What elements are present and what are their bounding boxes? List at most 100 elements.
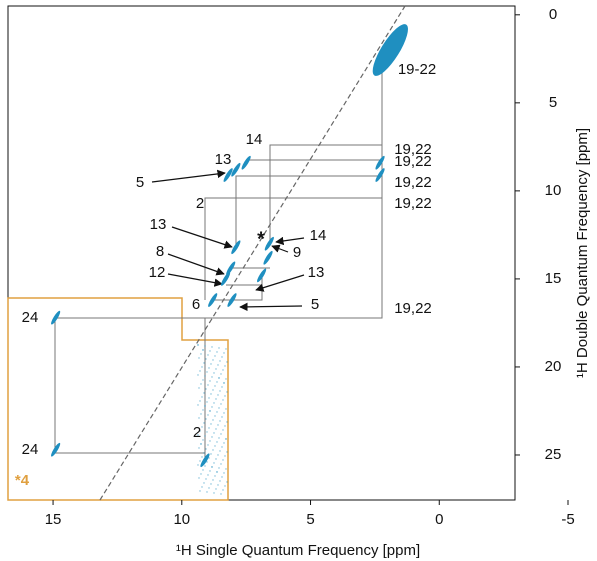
noise-dot (205, 418, 207, 420)
x-axis-label: ¹H Single Quantum Frequency [ppm] (176, 542, 420, 559)
noise-dot (197, 344, 199, 346)
noise-dot (214, 445, 216, 447)
noise-dot (218, 347, 220, 349)
noise-dot (200, 473, 202, 475)
noise-dot (218, 467, 220, 469)
plot-frame (7, 5, 516, 501)
diagonal (99, 5, 406, 501)
annotation: 19,22 (394, 141, 432, 158)
annotation: *4 (15, 472, 30, 489)
noise-dot (216, 441, 218, 443)
noise-dot (210, 363, 212, 365)
noise-dot (206, 371, 208, 373)
annotation: 13 (215, 151, 232, 168)
annotation: 14 (310, 227, 327, 244)
noise-dot (224, 395, 226, 397)
noise-dot (197, 434, 199, 436)
noise-dot (198, 357, 200, 359)
noise-dot (201, 396, 203, 398)
noise-dot (199, 460, 201, 462)
noise-dot (214, 415, 216, 417)
noise-dot (208, 487, 210, 489)
noise-dot (199, 400, 201, 402)
annotation: 6 (192, 296, 200, 313)
noise-dot (204, 345, 206, 347)
noise-dot (212, 359, 214, 361)
peak (51, 442, 61, 457)
noise-dot (205, 448, 207, 450)
noise-dot (199, 490, 201, 492)
peak (226, 261, 236, 276)
noise-dot (218, 437, 220, 439)
noise-dot (217, 454, 219, 456)
noise-dot (203, 362, 205, 364)
noise-dot (224, 485, 226, 487)
noise-dot (219, 450, 221, 452)
noise-dot (225, 378, 227, 380)
peak (257, 268, 267, 283)
noise-dot (204, 435, 206, 437)
peak (208, 293, 218, 307)
noise-dot (220, 493, 222, 495)
noise-dot (198, 417, 200, 419)
noise-dot (198, 447, 200, 449)
noise-dot (211, 406, 213, 408)
noise-dot (208, 427, 210, 429)
y-tick-label: 15 (545, 270, 562, 287)
noise-dot (206, 491, 208, 493)
noise-dot (208, 457, 210, 459)
annotation: 9 (293, 244, 301, 261)
noise-dot (207, 354, 209, 356)
noise-dot (207, 414, 209, 416)
noise-dot (200, 443, 202, 445)
noise-dot (197, 464, 199, 466)
peak (231, 162, 241, 177)
noise-dot (216, 381, 218, 383)
noise-dot (213, 492, 215, 494)
noise-dot (215, 458, 217, 460)
noise-dot (208, 397, 210, 399)
noise-dot (201, 426, 203, 428)
arrows (151, 169, 305, 312)
noise-dot (213, 432, 215, 434)
noise-dot (197, 404, 199, 406)
noise-dot (213, 462, 215, 464)
noise-dot (214, 385, 216, 387)
noise-dot (221, 386, 223, 388)
noise-dot (222, 459, 224, 461)
noise-dot (220, 403, 222, 405)
noise-dot (223, 412, 225, 414)
noise-dot (209, 380, 211, 382)
noise-dot (222, 369, 224, 371)
noise-dot (225, 468, 227, 470)
noise-dot (209, 440, 211, 442)
noise-dot (226, 481, 228, 483)
region-box (7, 297, 229, 501)
peak (220, 272, 231, 286)
annotation: 13 (308, 264, 325, 281)
noise-dot (222, 429, 224, 431)
noise-dot (211, 466, 213, 468)
noise-dot (204, 465, 206, 467)
noise-dot (218, 377, 220, 379)
annotation: 2 (196, 195, 204, 212)
noise-dot (198, 477, 200, 479)
noise-dot (219, 390, 221, 392)
noise-dot (206, 431, 208, 433)
noise-dot (224, 365, 226, 367)
noise-dot (223, 442, 225, 444)
noise-dot (221, 446, 223, 448)
peak (227, 293, 237, 307)
noise-dot (205, 388, 207, 390)
peak (375, 155, 385, 170)
annotation: 19,22 (394, 153, 432, 170)
noise-dot (226, 391, 228, 393)
noise-dot (202, 469, 204, 471)
noise-dot (217, 394, 219, 396)
x-tick-label: 5 (306, 511, 314, 528)
noise-dot (197, 374, 199, 376)
noise-dot (212, 419, 214, 421)
noise-dot (221, 416, 223, 418)
noise-dot (212, 449, 214, 451)
